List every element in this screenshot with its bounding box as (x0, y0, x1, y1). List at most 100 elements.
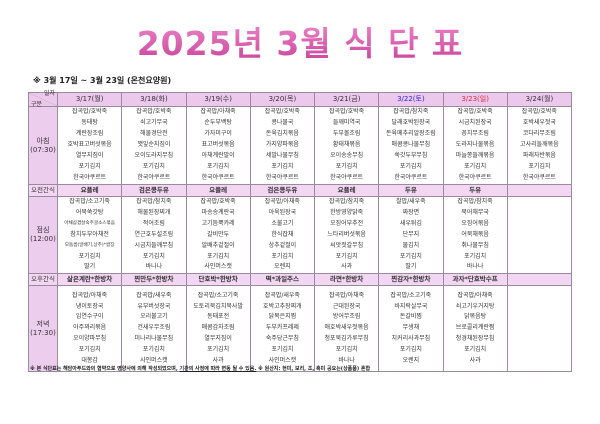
menu-item: 포기김치 (271, 162, 294, 170)
day-header: 3/24(월) (506, 92, 573, 107)
corner-date-label: 일자 (43, 90, 55, 97)
page-title: 2025년 3월 식 단 표 (0, 17, 600, 65)
menu-item: 동태탕 (81, 119, 98, 127)
menu-item: 닭볶음탕 (464, 313, 487, 321)
menu-item: 건새우무조림 (137, 324, 171, 332)
menu-cell: 검은콩두유 (121, 184, 187, 197)
menu-cell: 두유 (378, 184, 444, 197)
menu-item: 사과 (212, 357, 224, 365)
menu-cell: 잡곡밥/새우죽 호박고추장찌개 닭목은지찜 두부카프레제 숙주당근무침 포기김치 사인머스캣 (249, 285, 316, 373)
menu-item: 잡곡밥/호박죽 (264, 108, 300, 116)
menu-item: 세발나물무침 (265, 151, 299, 159)
menu-item: 아채삼겹살숙주굴소스볶음 (64, 220, 115, 226)
menu-item: 가지양파볶음 (265, 141, 299, 149)
menu-item: 잡곡밥/소고기죽 (197, 291, 239, 299)
menu-item: 들깨미역국 (332, 119, 361, 127)
meal-label: 저녁 (17:30) (28, 285, 58, 373)
menu-item: 마송송계란국 (201, 208, 235, 216)
menu-item: 무생채 (402, 324, 420, 332)
menu-item: 포기김치 (78, 162, 101, 170)
menu-item: 한국야쿠르트 (522, 173, 556, 181)
menu-cell: 요플레 (56, 184, 123, 197)
meal-label: 오후간식 (28, 273, 58, 287)
meal-name: 오후간식 (31, 275, 55, 284)
corner-category-label: 구분 (31, 101, 43, 108)
menu-item: 청포묵김가루무침 (324, 335, 369, 343)
menu-item: 한방영양닭죽 (330, 208, 364, 216)
menu-cell: 찰밥/새우죽 짜장면 새우튀김 단무지 물김치 포기김치 딸기 (378, 195, 444, 275)
menu-item: 한국야쿠르트 (330, 173, 364, 181)
meal-label: 아침 (07:30) (28, 106, 58, 185)
menu-item: 브로콜리계란찜 (455, 324, 495, 332)
menu-item: 어묵쑥갓탕 (75, 208, 104, 216)
menu-item: 냉이토장국 (75, 302, 104, 310)
menu-item: 호박고추장찌개 (263, 302, 302, 310)
menu-item: 쇠고기무국 (140, 119, 168, 127)
menu-cell (506, 285, 573, 373)
menu-item: 시금치들깨무침 (134, 241, 174, 249)
menu-item: 사과 (341, 263, 353, 271)
menu-item: 매콤감자조림 (201, 324, 235, 332)
menu-item: 잡곡밥/아채죽 (200, 108, 236, 116)
dinner-row: 저녁 (17:30) 잡곡밥/아채죽 냉이토장국 임연수구이 아주꽈리볶음 오이양파무침 포기… (28, 285, 573, 373)
menu-item: 오이송송무침 (330, 151, 364, 159)
menu-cell: 잡곡밥/호박죽 동태탕 계란장조림 호박표고버섯볶음 열무지짐이 포기김치 한국야쿠르트 (56, 106, 123, 185)
day-header: 3/21(금) (313, 92, 380, 107)
menu-item: 잡곡밥/호박죽 (521, 108, 557, 116)
menu-item: 두부카프레제 (265, 324, 299, 332)
menu-item: 바나나 (466, 263, 484, 271)
menu-item: 물김치 (402, 241, 420, 249)
menu-item: 알배추겉절이 (201, 241, 235, 249)
menu-item: 돈갈비찜 (399, 313, 422, 321)
menu-item: 순두부백탕 (204, 119, 232, 127)
menu-item: 포기김치 (271, 252, 294, 260)
menu-item: 갈비만두 (207, 230, 230, 238)
menu-cell: 잡곡밥/소고기죽 도토리묵김치묵사발 동태포전 매콤감자조림 열무지짐이 포기김치 사과 (185, 285, 251, 373)
menu-item: 시금치된장국 (458, 119, 492, 127)
menu-cell (506, 273, 573, 287)
menu-item: 오렌지 (402, 357, 420, 365)
menu-item: 사과 (469, 357, 481, 365)
menu-item: 사인머스캣 (268, 357, 297, 365)
menu-cell: 잡곡밥/아채죽 냉이토장국 임연수구이 아주꽈리볶음 오이양파무침 포기김치 대봉감 (56, 285, 123, 373)
meal-plan-table: 일자 구분 3/17(월) 3/18(화) 3/19(수) 3/20(목) 3/21(금… (28, 90, 573, 373)
menu-item: 한식잡채 (271, 230, 294, 238)
menu-item: 해물경단전 (140, 130, 168, 138)
menu-item: 가자미구이 (204, 130, 232, 138)
footer-note-part1: ※ 본 식단표는 해담아푸드와의 협약으로 영양사에 의해 작성되었으며, (30, 366, 180, 372)
menu-item: 오이양파무침 (73, 335, 107, 343)
menu-cell: 검은콩두유 (249, 184, 316, 197)
day-header: 3/23(일) (442, 92, 508, 107)
menu-item: 잡곡밥/참치죽 (329, 198, 365, 205)
menu-item: 오렌지 (274, 263, 291, 271)
menu-item: 포기김치 (271, 346, 294, 354)
lunch-row: 점심 (12:00) 잡곡밥/소고기죽 어묵쑥갓탕 아채삼겹살숙주굴소스볶음 참치두부아채… (28, 195, 573, 275)
meal-label: 오전간식 (28, 184, 58, 197)
meal-time: (12:00) (30, 235, 56, 244)
menu-item: 꽁치무조림 (461, 130, 489, 138)
menu-item: 북어채무국 (461, 208, 489, 216)
menu-item: 사인머스캣 (140, 357, 168, 365)
menu-item: 찰밥/새우죽 (396, 198, 426, 205)
footer-note-part2: 기관의 사정에 따라 변동 될 수 있음. (179, 366, 257, 372)
morning-snack-row: 오전간식 요플레 검은콩두유 요플레 검은콩두유 요플레 두유 두유 (28, 184, 573, 197)
menu-cell: 과자*단호박수프 (442, 273, 508, 287)
meal-name: 점심 (36, 226, 50, 235)
menu-cell: 잡곡밥/참치죽 달래호박된장국 돈육메추리알장조림 매콤콩나물무침 쑥갓두부무침 포기김치… (378, 106, 444, 185)
menu-item: 오이도라지무침 (134, 151, 174, 159)
menu-item: 닭목은지찜 (268, 313, 297, 321)
menu-cell (506, 195, 573, 275)
menu-item: 바나나 (145, 263, 163, 271)
menu-item: 잡곡밥/아채죽 (72, 291, 108, 299)
menu-item: 쑥갓두부무침 (394, 151, 428, 159)
menu-item: 열무지짐이 (75, 151, 104, 159)
menu-cell: 잡곡밥/참치죽 북어채무국 오징어볶음 어묵채볶음 취나물무침 포기김치 바나나 (442, 195, 508, 275)
menu-item: 단무지 (402, 230, 420, 238)
menu-item: 모둠쌈(알배기,상추)*쌈장 (64, 242, 115, 248)
menu-item: 도토리묵김치묵사발 (193, 302, 243, 310)
menu-cell: 잡곡밥/호박죽 들깨미역국 두부볼조림 황태채볶음 오이송송무침 포기김치 한국야쿠르트 (313, 106, 380, 185)
menu-cell: 잡곡밥/아채죽 아욱된장국 소불고기 한식잡채 상추겉절이 포기김치 오렌지 (249, 195, 316, 275)
menu-item: 포기김치 (399, 346, 422, 354)
menu-item: 참치두부아채전 (70, 230, 109, 238)
menu-cell: 잡곡밥/호박죽 쇠고기무국 해물경단전 깻잎순지짐이 오이도라지무침 포기김치 한국야쿠르트 (121, 106, 187, 185)
